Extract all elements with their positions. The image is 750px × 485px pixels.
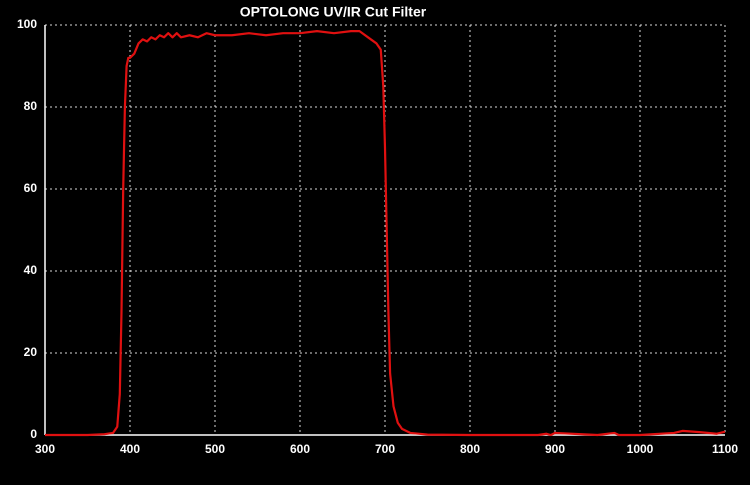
y-tick-label: 0 xyxy=(30,427,37,441)
x-tick-label: 1000 xyxy=(627,442,654,456)
x-tick-label: 400 xyxy=(120,442,140,456)
y-tick-label: 20 xyxy=(24,345,38,359)
x-tick-label: 700 xyxy=(375,442,395,456)
x-tick-label: 500 xyxy=(205,442,225,456)
y-tick-label: 80 xyxy=(24,99,38,113)
y-tick-label: 60 xyxy=(24,181,38,195)
chart-title: OPTOLONG UV/IR Cut Filter xyxy=(240,4,427,20)
x-tick-label: 900 xyxy=(545,442,565,456)
x-tick-label: 300 xyxy=(35,442,55,456)
x-tick-label: 600 xyxy=(290,442,310,456)
x-tick-label: 800 xyxy=(460,442,480,456)
y-tick-label: 40 xyxy=(24,263,38,277)
y-tick-label: 100 xyxy=(17,17,37,31)
x-tick-label: 1100 xyxy=(712,442,738,456)
line xyxy=(45,30,726,437)
